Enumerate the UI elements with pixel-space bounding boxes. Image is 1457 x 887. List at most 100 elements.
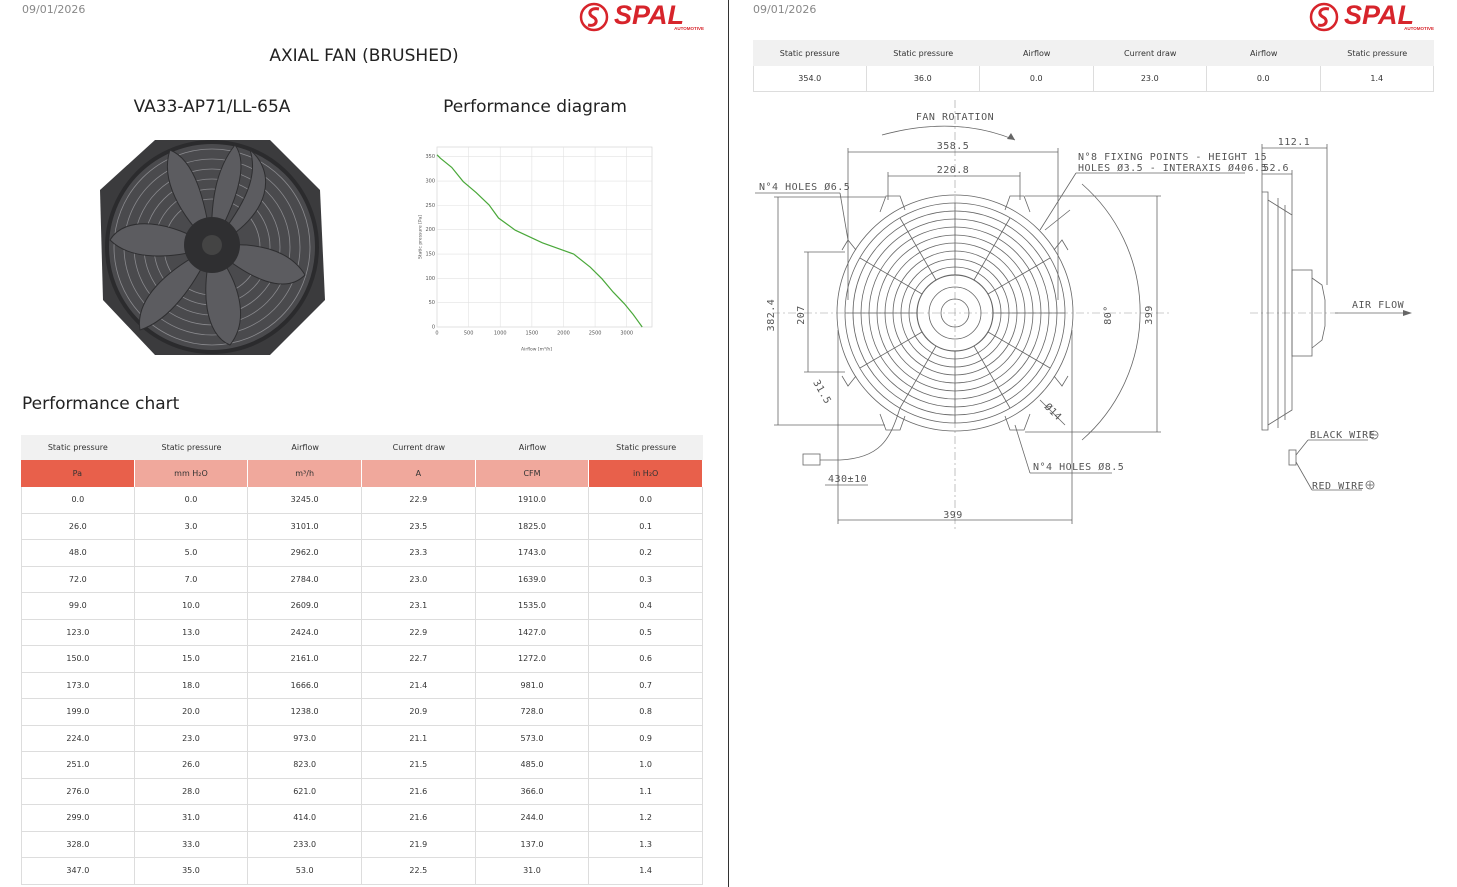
table-cell: 573.0 <box>475 725 590 752</box>
logo-brand: SPAL <box>1344 0 1414 30</box>
x-tick-label: 1500 <box>525 331 538 337</box>
table-cell: 0.1 <box>589 513 703 540</box>
table-cell: 2424.0 <box>248 619 362 646</box>
label: HOLES Ø3.5 - INTERAXIS Ø406.5 <box>1078 162 1267 174</box>
table-cell: 23.3 <box>362 540 476 567</box>
dimension: 399 <box>1144 305 1155 325</box>
table-cell: 0.3 <box>589 566 703 593</box>
table-cell: 0.5 <box>589 619 703 646</box>
table-cell: 3245.0 <box>248 487 362 514</box>
table-cell: 366.0 <box>475 778 590 805</box>
data-line <box>436 154 643 328</box>
logo-tagline: AUTOMOTIVE <box>674 26 704 31</box>
table-cell: 0.9 <box>589 725 703 752</box>
table-cell: 31.0 <box>134 805 249 832</box>
logo-tagline: AUTOMOTIVE <box>1404 26 1434 31</box>
table-cell: 18.0 <box>134 672 249 699</box>
y-tick-label: 0 <box>432 325 435 331</box>
table-cell: 0.7 <box>589 672 703 699</box>
table-unit: CFM <box>475 460 590 487</box>
table-cell: 1.4 <box>589 858 703 885</box>
label: N°4 HOLES Ø8.5 <box>1033 461 1124 473</box>
table-header: Static pressure <box>21 435 135 460</box>
table-cell: 31.0 <box>475 858 590 885</box>
table-unit: A <box>362 460 476 487</box>
table-cell: 26.0 <box>21 513 135 540</box>
table-cell: 23.5 <box>362 513 476 540</box>
table-cell: 150.0 <box>21 646 135 673</box>
table-cell: 354.0 <box>753 66 867 92</box>
label: N°8 FIXING POINTS - HEIGHT 15 <box>1078 152 1267 163</box>
x-tick-label: 500 <box>464 331 474 337</box>
table-cell: 3.0 <box>134 513 249 540</box>
table-cell: 1.4 <box>1320 66 1434 92</box>
dimension: 52.6 <box>1263 163 1289 174</box>
table-header: Static pressure <box>589 435 703 460</box>
y-axis-label: Static pressure [Pa] <box>418 215 424 259</box>
table-cell: 23.1 <box>362 593 476 620</box>
label: N°4 HOLES Ø6.5 <box>759 181 850 193</box>
table-cell: 10.0 <box>134 593 249 620</box>
x-tick-label: 0 <box>435 331 438 337</box>
side-view <box>1250 144 1412 491</box>
table-cell: 21.1 <box>362 725 476 752</box>
plot-area <box>436 146 653 328</box>
table-cell: 21.6 <box>362 778 476 805</box>
table-cell: 0.0 <box>1207 66 1321 92</box>
table-cell: 22.5 <box>362 858 476 885</box>
table-cell: 621.0 <box>248 778 362 805</box>
table-cell: 328.0 <box>21 831 135 858</box>
y-tick-label: 350 <box>425 154 435 160</box>
table-cell: 224.0 <box>21 725 135 752</box>
table-cell: 33.0 <box>134 831 249 858</box>
table-unit: in H₂O <box>589 460 703 487</box>
table-cell: 728.0 <box>475 699 590 726</box>
table-cell: 0.8 <box>589 699 703 726</box>
dimension: 399 <box>943 510 963 521</box>
table-cell: 233.0 <box>248 831 362 858</box>
diagram-title: Performance diagram <box>443 97 627 117</box>
performance-diagram: 0 500 1000 1500 2000 2500 3000 0 50 100 150 200 250 3… <box>418 146 653 353</box>
table-cell: 981.0 <box>475 672 590 699</box>
table-cell: 7.0 <box>134 566 249 593</box>
table-header: Static pressure <box>134 435 249 460</box>
table-cell: 823.0 <box>248 752 362 779</box>
table-cell: 485.0 <box>475 752 590 779</box>
table-cell: 0.0 <box>980 66 1094 92</box>
table-cell: 299.0 <box>21 805 135 832</box>
y-tick-label: 150 <box>425 252 435 258</box>
table-cell: 22.7 <box>362 646 476 673</box>
y-tick-label: 250 <box>425 203 435 209</box>
table-cell: 1272.0 <box>475 646 590 673</box>
table-cell: 173.0 <box>21 672 135 699</box>
y-tick-label: 100 <box>425 276 435 282</box>
drawing-labels: FAN ROTATION 358.5 220.8 N°8 FIXING POIN… <box>759 112 1404 521</box>
table-cell: 21.6 <box>362 805 476 832</box>
label: RED WIRE <box>1312 481 1364 492</box>
table-cell: 1639.0 <box>475 566 590 593</box>
table-cell: 1.0 <box>589 752 703 779</box>
table-cell: 0.4 <box>589 593 703 620</box>
model: VA33-AP71/LL-65A <box>133 97 291 117</box>
table-cell: 2784.0 <box>248 566 362 593</box>
table-cell: 251.0 <box>21 752 135 779</box>
x-tick-label: 3000 <box>620 331 633 337</box>
table-cell: 15.0 <box>134 646 249 673</box>
table-header: Airflow <box>475 435 590 460</box>
table-unit: m³/h <box>248 460 362 487</box>
dimension: 382.4 <box>766 299 777 332</box>
table-cell: 1.1 <box>589 778 703 805</box>
table-cell: 26.0 <box>134 752 249 779</box>
dimension: Ø14 <box>1042 401 1064 423</box>
dimension: 207 <box>796 305 807 325</box>
table-header: Static pressure <box>753 40 867 66</box>
table-cell: 28.0 <box>134 778 249 805</box>
table-cell: 53.0 <box>248 858 362 885</box>
table-cell: 347.0 <box>21 858 135 885</box>
table-cell: 36.0 <box>866 66 980 92</box>
front-view <box>755 100 1245 532</box>
table-cell: 2161.0 <box>248 646 362 673</box>
date: 09/01/2026 <box>22 3 86 16</box>
table-cell: 1825.0 <box>475 513 590 540</box>
